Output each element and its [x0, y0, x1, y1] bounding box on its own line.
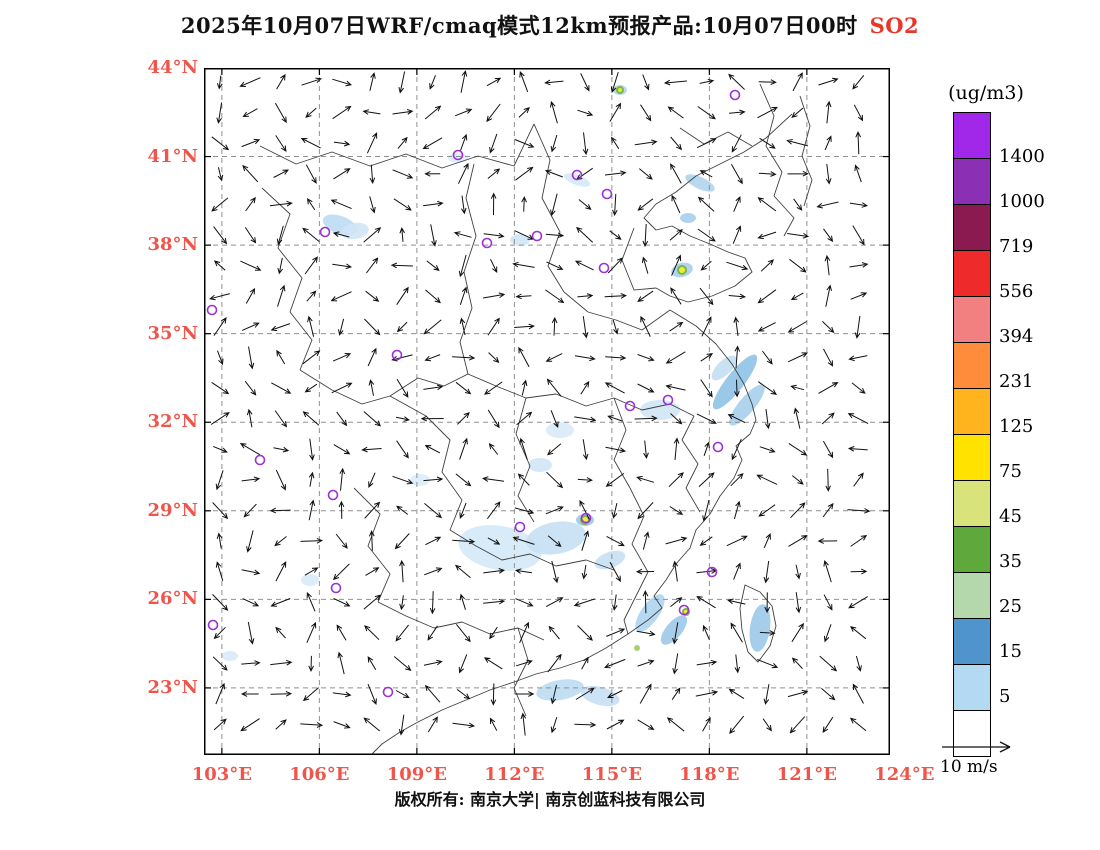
- legend-value: 719: [999, 236, 1034, 257]
- border-11: [449, 529, 615, 571]
- legend-value: 75: [999, 461, 1022, 482]
- legend-value: 15: [999, 641, 1022, 662]
- copyright: 版权所有: 南京大学| 南京创蓝科技有限公司: [394, 790, 706, 809]
- legend-value: 125: [999, 416, 1034, 437]
- title-main: 2025年10月07日WRF/cmaq模式12km预报产品:10月07日00时: [180, 13, 858, 38]
- map-area: [204, 68, 890, 755]
- legend-value: 45: [999, 506, 1022, 527]
- border-2: [533, 123, 565, 293]
- border-8: [613, 397, 631, 489]
- legend-title: (ug/m3): [948, 82, 1024, 104]
- lat-label: 23°N: [147, 676, 198, 698]
- lat-label: 29°N: [147, 499, 198, 521]
- province-boundaries: [259, 83, 813, 755]
- legend-value: 556: [999, 281, 1034, 302]
- lat-label: 32°N: [147, 411, 198, 433]
- wind-reference-label: 10 m/s: [940, 757, 998, 777]
- border-1: [459, 163, 477, 375]
- border-3: [621, 227, 657, 291]
- wind-reference-arrow: [942, 741, 1011, 753]
- border-4: [563, 291, 671, 331]
- legend-cell: [954, 573, 990, 619]
- lon-label: 112°E: [484, 764, 545, 785]
- lat-label: 35°N: [147, 322, 198, 344]
- lat-label: 44°N: [147, 57, 198, 78]
- border-19: [389, 373, 469, 397]
- title-species: SO2: [869, 13, 920, 38]
- legend-value: 35: [999, 551, 1022, 572]
- northeast-border: [759, 83, 795, 237]
- legend-cell: [954, 435, 990, 481]
- border-6: [425, 415, 463, 531]
- lat-label: 38°N: [147, 234, 198, 256]
- border-15: [259, 123, 535, 169]
- city-markers: [206, 89, 741, 698]
- border-9: [681, 415, 701, 513]
- lon-label: 124°E: [874, 764, 935, 785]
- legend-value: 1000: [999, 191, 1045, 212]
- legend-cell: [954, 159, 990, 205]
- border-5: [467, 373, 695, 417]
- legend-value: 25: [999, 596, 1022, 617]
- legend-value: 231: [999, 371, 1034, 392]
- border-18: [679, 127, 753, 147]
- coastline-north: [643, 113, 793, 303]
- border-12: [353, 487, 391, 603]
- forecast-map: [204, 68, 890, 755]
- legend-cell: [954, 619, 990, 665]
- border-17: [513, 627, 529, 717]
- legend-cell: [954, 389, 990, 435]
- border-7: [515, 397, 535, 523]
- legend-cell: [954, 251, 990, 297]
- page-title: 2025年10月07日WRF/cmaq模式12km预报产品:10月07日00时 S…: [0, 10, 1100, 40]
- border-16: [299, 369, 427, 417]
- legend-cell: [954, 527, 990, 573]
- lon-label: 118°E: [679, 764, 740, 785]
- lon-label: 103°E: [191, 764, 253, 785]
- lat-label: 26°N: [147, 588, 198, 610]
- coastline-east: [371, 309, 757, 755]
- korea-coast: [799, 95, 813, 207]
- legend-cell: [954, 711, 990, 756]
- legend-cell: [954, 481, 990, 527]
- legend-value: 394: [999, 326, 1034, 347]
- lon-label: 109°E: [386, 764, 448, 785]
- concentration-patches: [222, 85, 771, 707]
- lat-label: 41°N: [147, 145, 198, 167]
- lon-label: 106°E: [289, 764, 350, 785]
- legend-value: 5: [999, 686, 1011, 707]
- lon-label: 115°E: [581, 764, 643, 785]
- map-frame: [204, 68, 890, 755]
- wind-arrows: [209, 70, 871, 736]
- legend-cell: [954, 205, 990, 251]
- legend-cell: [954, 665, 990, 711]
- border-14: [261, 187, 313, 371]
- wind-reference: 10 m/s: [938, 738, 1028, 777]
- legend-value: 1400: [999, 146, 1045, 167]
- legend-cell: [954, 343, 990, 389]
- legend-colorbar: [953, 112, 991, 757]
- taiwan-island: [739, 584, 777, 663]
- grid-lines: [204, 68, 890, 755]
- lon-label: 121°E: [776, 764, 838, 785]
- legend-cell: [954, 113, 990, 159]
- legend-cell: [954, 297, 990, 343]
